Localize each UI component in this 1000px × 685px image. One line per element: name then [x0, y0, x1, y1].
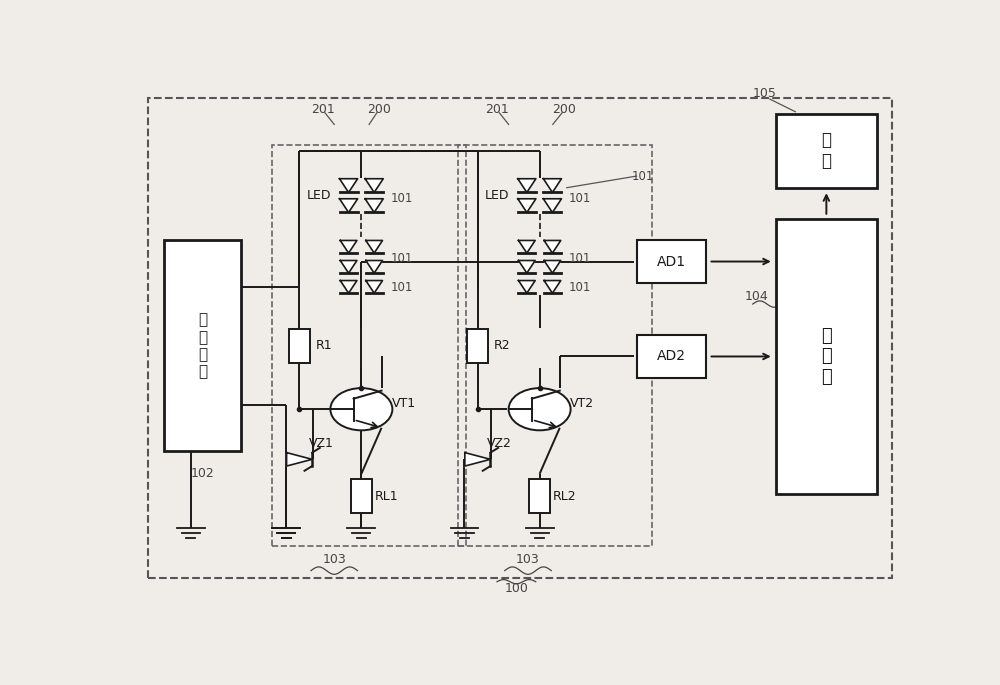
Text: R1: R1 — [316, 340, 332, 352]
Text: 恒
压
电
源: 恒 压 电 源 — [198, 312, 207, 379]
Bar — [272, 145, 466, 547]
Text: 101: 101 — [569, 282, 591, 295]
Bar — [637, 336, 706, 377]
Circle shape — [330, 388, 392, 430]
Polygon shape — [340, 199, 358, 212]
Polygon shape — [340, 281, 357, 293]
Text: 101: 101 — [390, 192, 413, 205]
Polygon shape — [365, 179, 383, 192]
Bar — [637, 240, 706, 283]
Polygon shape — [366, 281, 383, 293]
Text: 101: 101 — [390, 252, 413, 265]
Text: VT1: VT1 — [392, 397, 416, 410]
Bar — [164, 240, 241, 451]
Bar — [776, 219, 877, 494]
Polygon shape — [340, 240, 357, 253]
Text: 201: 201 — [485, 103, 509, 116]
Polygon shape — [366, 240, 383, 253]
Polygon shape — [518, 281, 535, 293]
Bar — [467, 329, 488, 363]
Text: 200: 200 — [367, 103, 391, 116]
Polygon shape — [543, 179, 561, 192]
Text: RL2: RL2 — [553, 490, 576, 503]
Text: 104: 104 — [745, 290, 768, 303]
Bar — [351, 479, 372, 513]
Text: VZ1: VZ1 — [309, 437, 334, 450]
Text: RL1: RL1 — [374, 490, 398, 503]
Text: 单
片
机: 单 片 机 — [821, 327, 832, 386]
Polygon shape — [340, 260, 357, 273]
Text: 200: 200 — [552, 103, 576, 116]
Polygon shape — [543, 199, 561, 212]
Text: VZ2: VZ2 — [487, 437, 512, 450]
Bar — [289, 329, 310, 363]
Text: 201: 201 — [311, 103, 334, 116]
Bar — [458, 145, 652, 547]
Text: AD2: AD2 — [657, 349, 686, 364]
Text: 101: 101 — [569, 252, 591, 265]
Text: 101: 101 — [390, 282, 413, 295]
Polygon shape — [518, 179, 536, 192]
Text: 101: 101 — [632, 170, 654, 183]
Polygon shape — [365, 199, 383, 212]
Text: 105: 105 — [752, 87, 776, 100]
Polygon shape — [518, 260, 535, 273]
Text: AD1: AD1 — [657, 255, 686, 269]
Polygon shape — [544, 240, 561, 253]
Circle shape — [509, 388, 571, 430]
Polygon shape — [544, 260, 561, 273]
Text: 101: 101 — [569, 192, 591, 205]
Text: 100: 100 — [504, 582, 528, 595]
Text: R2: R2 — [494, 340, 511, 352]
Polygon shape — [287, 453, 312, 466]
Polygon shape — [544, 281, 561, 293]
Text: 103: 103 — [516, 553, 540, 566]
Polygon shape — [518, 199, 536, 212]
Polygon shape — [465, 453, 490, 466]
Polygon shape — [366, 260, 383, 273]
Text: VT2: VT2 — [570, 397, 594, 410]
Text: 显
示: 显 示 — [821, 132, 831, 170]
Text: 102: 102 — [191, 467, 214, 480]
Text: 103: 103 — [322, 553, 346, 566]
Bar — [529, 479, 550, 513]
Bar — [776, 114, 877, 188]
Text: LED: LED — [485, 189, 509, 202]
Polygon shape — [518, 240, 535, 253]
Polygon shape — [340, 179, 358, 192]
Text: LED: LED — [306, 189, 331, 202]
